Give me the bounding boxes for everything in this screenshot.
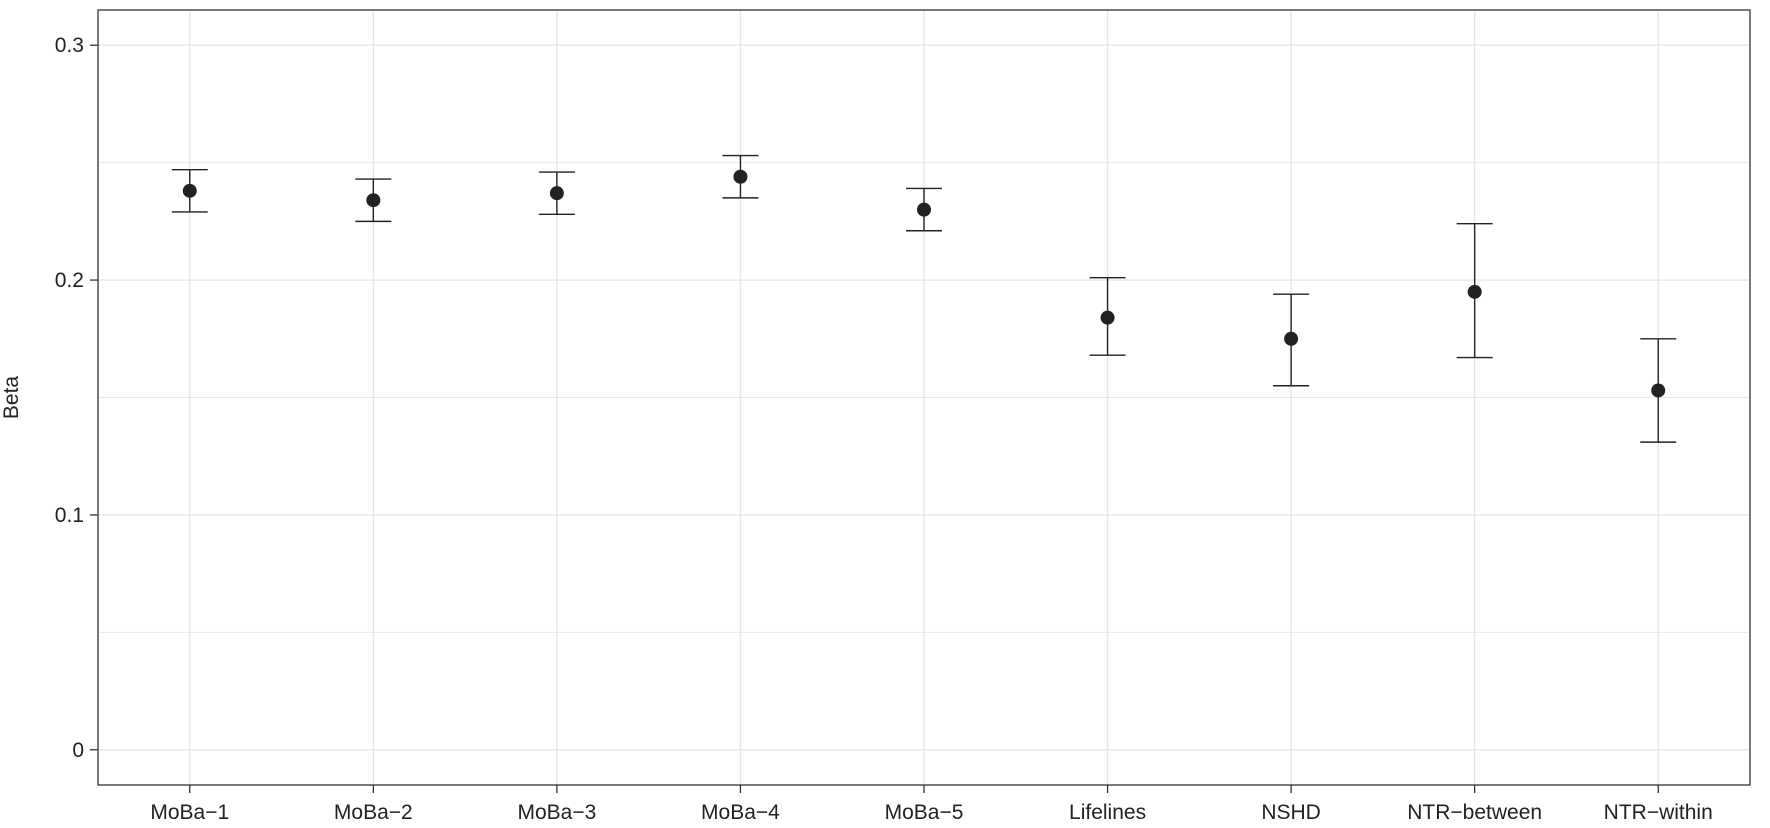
x-tick-label: MoBa−3 — [517, 801, 596, 824]
x-tick-label: MoBa−1 — [150, 801, 229, 824]
data-point — [366, 193, 381, 208]
data-point — [182, 183, 197, 198]
x-tick-label: NTR−within — [1604, 801, 1713, 824]
y-tick-label: 0.1 — [55, 504, 84, 527]
data-point — [1100, 310, 1115, 325]
data-point — [917, 202, 931, 217]
y-tick-label: 0 — [72, 739, 84, 762]
x-tick-label: NTR−between — [1407, 801, 1542, 824]
grid-lines — [98, 10, 1750, 785]
axes: 0 0.1 0.2 0.3 MoBa−1 MoBa−2 MoBa−3 MoBa−4 MoBa−5… — [55, 34, 1713, 824]
y-tick-label: 0.3 — [55, 34, 84, 57]
x-tick-label: MoBa−5 — [885, 801, 964, 824]
x-tick-label: NSHD — [1261, 801, 1321, 824]
data-point — [1284, 331, 1299, 346]
x-tick-label: MoBa−4 — [701, 801, 780, 824]
y-tick-label: 0.2 — [55, 269, 84, 292]
data-point — [733, 169, 748, 184]
x-tick-label: MoBa−2 — [334, 801, 413, 824]
data-point — [549, 186, 564, 201]
data-point — [1651, 383, 1666, 398]
x-tick-label: Lifelines — [1069, 801, 1146, 824]
data-point — [1467, 284, 1482, 299]
error-bars-and-points — [171, 154, 1677, 443]
y-axis-label: Beta — [0, 376, 23, 420]
